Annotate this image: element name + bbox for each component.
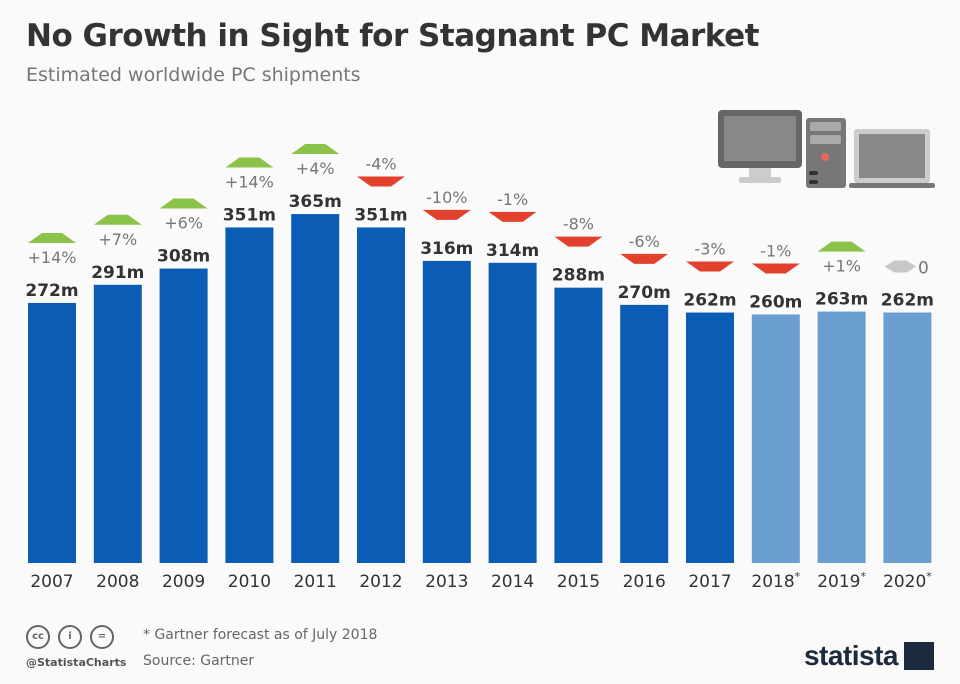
no-derivatives-icon: = (90, 625, 114, 649)
bar (751, 314, 800, 563)
no-change-icon (884, 260, 917, 273)
bar (817, 311, 866, 563)
bar (93, 284, 142, 563)
statista-logo[interactable]: statista (804, 640, 934, 672)
year-label: 2009 (162, 572, 205, 592)
value-label: 314m (486, 241, 539, 261)
year-label: 2017 (688, 572, 731, 592)
year-label: 2010 (228, 572, 271, 592)
down-arrow-icon (422, 209, 471, 220)
down-arrow-icon (488, 211, 537, 222)
change-label: +14% (225, 172, 274, 191)
bar (28, 302, 76, 563)
value-label: 308m (157, 247, 210, 267)
year-label: 2012 (359, 572, 402, 592)
year-label: 2020* (883, 570, 932, 592)
bar (291, 214, 340, 563)
bar (357, 227, 405, 563)
bar (422, 260, 471, 563)
change-label: -8% (563, 215, 594, 234)
bar (159, 268, 208, 563)
bar (686, 312, 734, 563)
change-label: +4% (296, 159, 335, 178)
change-label: -4% (365, 154, 396, 173)
up-arrow-icon (93, 214, 142, 225)
year-label: 2013 (425, 572, 468, 592)
down-arrow-icon (554, 236, 603, 247)
up-arrow-icon (159, 198, 208, 209)
change-label: -1% (497, 190, 528, 209)
year-label: 2008 (96, 572, 139, 592)
twitter-handle: @StatistaCharts (26, 656, 127, 669)
value-label: 262m (881, 291, 934, 311)
value-label: 260m (749, 292, 802, 312)
bar (554, 287, 603, 563)
year-label: 2007 (30, 572, 73, 592)
statista-logo-icon (904, 642, 934, 670)
value-label: 270m (618, 283, 671, 303)
year-label: 2011 (294, 572, 337, 592)
value-label: 365m (289, 192, 342, 212)
down-arrow-icon (751, 263, 800, 274)
value-label: 272m (25, 281, 78, 301)
change-label: -1% (760, 241, 791, 260)
change-label: -10% (426, 188, 467, 207)
change-label: +1% (822, 257, 861, 276)
value-label: 262m (683, 291, 736, 311)
bar (883, 312, 932, 563)
chart-subtitle: Estimated worldwide PC shipments (26, 64, 361, 86)
year-label: 2015 (557, 572, 600, 592)
change-label: -3% (694, 240, 725, 259)
chart-title: No Growth in Sight for Stagnant PC Marke… (26, 18, 759, 54)
footnote: * Gartner forecast as of July 2018 (143, 627, 378, 643)
change-label: -6% (629, 232, 660, 251)
year-label: 2014 (491, 572, 534, 592)
value-label: 316m (420, 239, 473, 259)
brand-name: statista (803, 640, 899, 671)
value-label: 351m (223, 205, 276, 225)
attribution-icon: i (58, 625, 82, 649)
bar (225, 227, 274, 563)
year-label: 2016 (623, 572, 666, 592)
up-arrow-icon (225, 157, 274, 168)
down-arrow-icon (357, 176, 405, 187)
change-label: +7% (98, 230, 137, 249)
source: Source: Gartner (143, 653, 255, 669)
up-arrow-icon (28, 232, 76, 243)
creative-commons-icon: cc (26, 625, 50, 649)
up-arrow-icon (817, 241, 866, 252)
value-label: 291m (91, 263, 144, 283)
change-label: 0 (918, 259, 929, 279)
down-arrow-icon (620, 253, 669, 264)
bar (620, 304, 669, 563)
value-label: 288m (552, 266, 605, 286)
change-label: +14% (28, 248, 77, 267)
down-arrow-icon (686, 261, 734, 272)
value-label: 263m (815, 290, 868, 310)
change-label: +6% (164, 214, 203, 233)
computer-illustration-icon (718, 110, 935, 188)
up-arrow-icon (291, 144, 340, 155)
bar (488, 262, 537, 563)
year-label: 2018* (751, 570, 800, 592)
year-label: 2019* (817, 570, 866, 592)
value-label: 351m (354, 205, 407, 225)
